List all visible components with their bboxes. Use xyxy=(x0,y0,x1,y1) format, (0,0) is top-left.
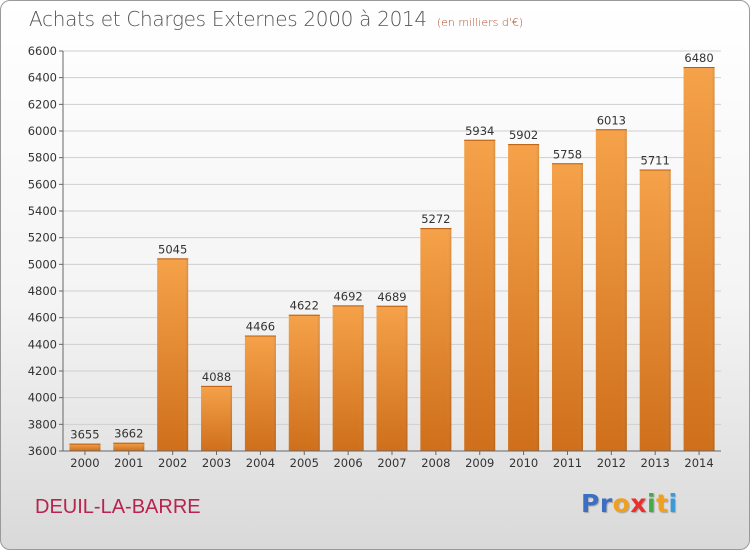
x-tick-label: 2004 xyxy=(246,456,275,470)
bar-shade xyxy=(69,443,101,451)
data-label: 5272 xyxy=(421,212,450,226)
x-tick-label: 2005 xyxy=(290,456,319,470)
proxiti-logo: Proxiti xyxy=(581,489,678,518)
x-tick-label: 2001 xyxy=(114,456,143,470)
bar-shade xyxy=(376,305,408,451)
bar-shade xyxy=(201,385,233,451)
chart-title: Achats et Charges Externes 2000 à 2014 (e… xyxy=(29,7,523,31)
y-tick-label: 3600 xyxy=(28,444,57,458)
x-tick-label: 2006 xyxy=(333,456,362,470)
x-tick-label: 2003 xyxy=(202,456,231,470)
data-label: 6013 xyxy=(597,113,626,127)
chart-subtitle: (en milliers d'€) xyxy=(436,16,524,29)
bar-shade xyxy=(244,335,276,451)
data-label: 6480 xyxy=(684,51,713,65)
city-name: DEUIL-LA-BARRE xyxy=(35,496,201,518)
x-tick-label: 2000 xyxy=(70,456,99,470)
y-tick-label: 6200 xyxy=(28,97,57,111)
data-label: 5711 xyxy=(641,154,670,168)
x-tick-label: 2007 xyxy=(377,456,406,470)
logo-letter: o xyxy=(612,489,631,518)
bar-shade xyxy=(288,314,320,451)
data-label: 5758 xyxy=(553,147,582,161)
y-tick-label: 4000 xyxy=(28,391,57,405)
logo-letter: r xyxy=(599,489,613,518)
logo-letter: x xyxy=(630,489,647,518)
logo-letter: i xyxy=(647,489,657,518)
y-tick-label: 4400 xyxy=(28,337,57,351)
y-tick-label: 5200 xyxy=(28,231,57,245)
x-tick-label: 2008 xyxy=(421,456,450,470)
chart-title-text: Achats et Charges Externes 2000 à 2014 xyxy=(29,7,427,31)
x-tick-label: 2012 xyxy=(597,456,626,470)
x-tick-label: 2013 xyxy=(641,456,670,470)
y-tick-label: 5800 xyxy=(28,151,57,165)
data-label: 5902 xyxy=(509,128,538,142)
y-tick-label: 5600 xyxy=(28,177,57,191)
bar-shade xyxy=(332,305,364,451)
bars xyxy=(69,67,715,452)
y-tick-label: 4200 xyxy=(28,364,57,378)
bar-shade xyxy=(157,258,189,451)
data-label: 4088 xyxy=(202,370,231,384)
y-tick-label: 4600 xyxy=(28,311,57,325)
x-tick-label: 2009 xyxy=(465,456,494,470)
bar-shade xyxy=(683,67,715,451)
data-label: 3662 xyxy=(114,427,143,441)
y-tick-label: 3800 xyxy=(28,417,57,431)
y-tick-label: 6600 xyxy=(28,44,57,58)
y-tick-label: 6000 xyxy=(28,124,57,138)
logo-letter: t xyxy=(656,489,669,518)
bar-shade xyxy=(508,144,540,452)
bar-shade xyxy=(464,139,496,452)
y-tick-label: 6400 xyxy=(28,71,57,85)
axes xyxy=(59,50,721,455)
x-tick-label: 2014 xyxy=(684,456,713,470)
y-tick-label: 5000 xyxy=(28,257,57,271)
logo-letter: P xyxy=(581,489,600,518)
data-label: 4622 xyxy=(290,299,319,313)
bar-shade xyxy=(420,228,452,451)
logo-letter: i xyxy=(668,489,678,518)
data-label: 4689 xyxy=(377,290,406,304)
bar-shade xyxy=(595,129,627,451)
data-label: 4466 xyxy=(246,320,275,334)
bar-shade xyxy=(551,163,583,451)
labels: 3600 3800 4000 4200 4400 4600 4800 5000 5200 5400… xyxy=(28,44,714,470)
data-label: 3655 xyxy=(70,428,99,442)
data-label: 5934 xyxy=(465,124,494,138)
y-tick-label: 5400 xyxy=(28,204,57,218)
bar-shade xyxy=(113,442,145,451)
x-tick-label: 2010 xyxy=(509,456,538,470)
y-tick-label: 4800 xyxy=(28,284,57,298)
data-label: 4692 xyxy=(333,289,362,303)
x-tick-label: 2011 xyxy=(553,456,582,470)
x-tick-label: 2002 xyxy=(158,456,187,470)
bar-shade xyxy=(639,169,671,452)
data-label: 5045 xyxy=(158,242,187,256)
